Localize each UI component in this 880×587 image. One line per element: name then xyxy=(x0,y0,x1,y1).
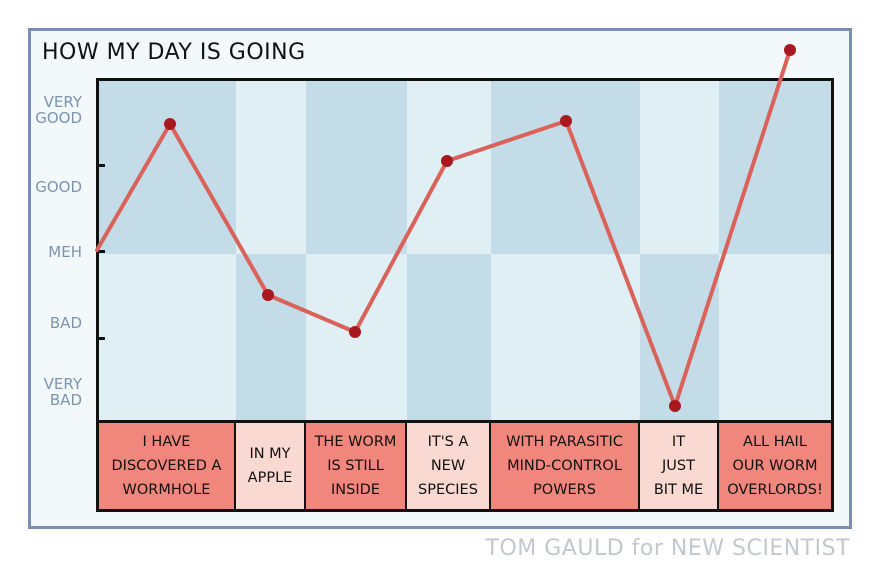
label-worm-inside: THE WORM IS STILL INSIDE xyxy=(306,423,407,509)
cell xyxy=(640,81,719,254)
y-label-meh: MEH xyxy=(48,243,82,261)
y-label-bad: BAD xyxy=(49,314,82,332)
label-new-species: IT'S A NEW SPECIES xyxy=(407,423,491,509)
y-tick xyxy=(96,250,105,253)
label-overlords: ALL HAIL OUR WORM OVERLORDS! xyxy=(719,423,831,509)
y-label-good: GOOD xyxy=(35,178,82,196)
cell xyxy=(236,254,306,420)
cell xyxy=(99,254,236,420)
category-labels: I HAVE DISCOVERED A WORMHOLE IN MY APPLE… xyxy=(96,420,834,512)
label-bit-me: IT JUST BIT ME xyxy=(640,423,719,509)
cell xyxy=(719,81,831,254)
cell xyxy=(407,81,491,254)
cell xyxy=(407,254,491,420)
cell xyxy=(236,81,306,254)
label-mind-control: WITH PARASITIC MIND-CONTROL POWERS xyxy=(491,423,640,509)
cell xyxy=(306,81,407,254)
cell xyxy=(719,254,831,420)
chart-title: HOW MY DAY IS GOING xyxy=(42,40,306,65)
credit-text: TOM GAULD for NEW SCIENTIST xyxy=(485,536,850,561)
cell xyxy=(306,254,407,420)
y-tick xyxy=(96,164,105,167)
cell xyxy=(640,254,719,420)
cell xyxy=(491,81,640,254)
y-tick xyxy=(96,337,105,340)
cell xyxy=(99,81,236,254)
cell xyxy=(491,254,640,420)
y-label-very-bad: VERY BAD xyxy=(43,375,82,409)
label-wormhole: I HAVE DISCOVERED A WORMHOLE xyxy=(99,423,236,509)
label-apple: IN MY APPLE xyxy=(236,423,306,509)
plot-area xyxy=(96,78,834,420)
y-label-very-good: VERY GOOD xyxy=(35,93,82,127)
